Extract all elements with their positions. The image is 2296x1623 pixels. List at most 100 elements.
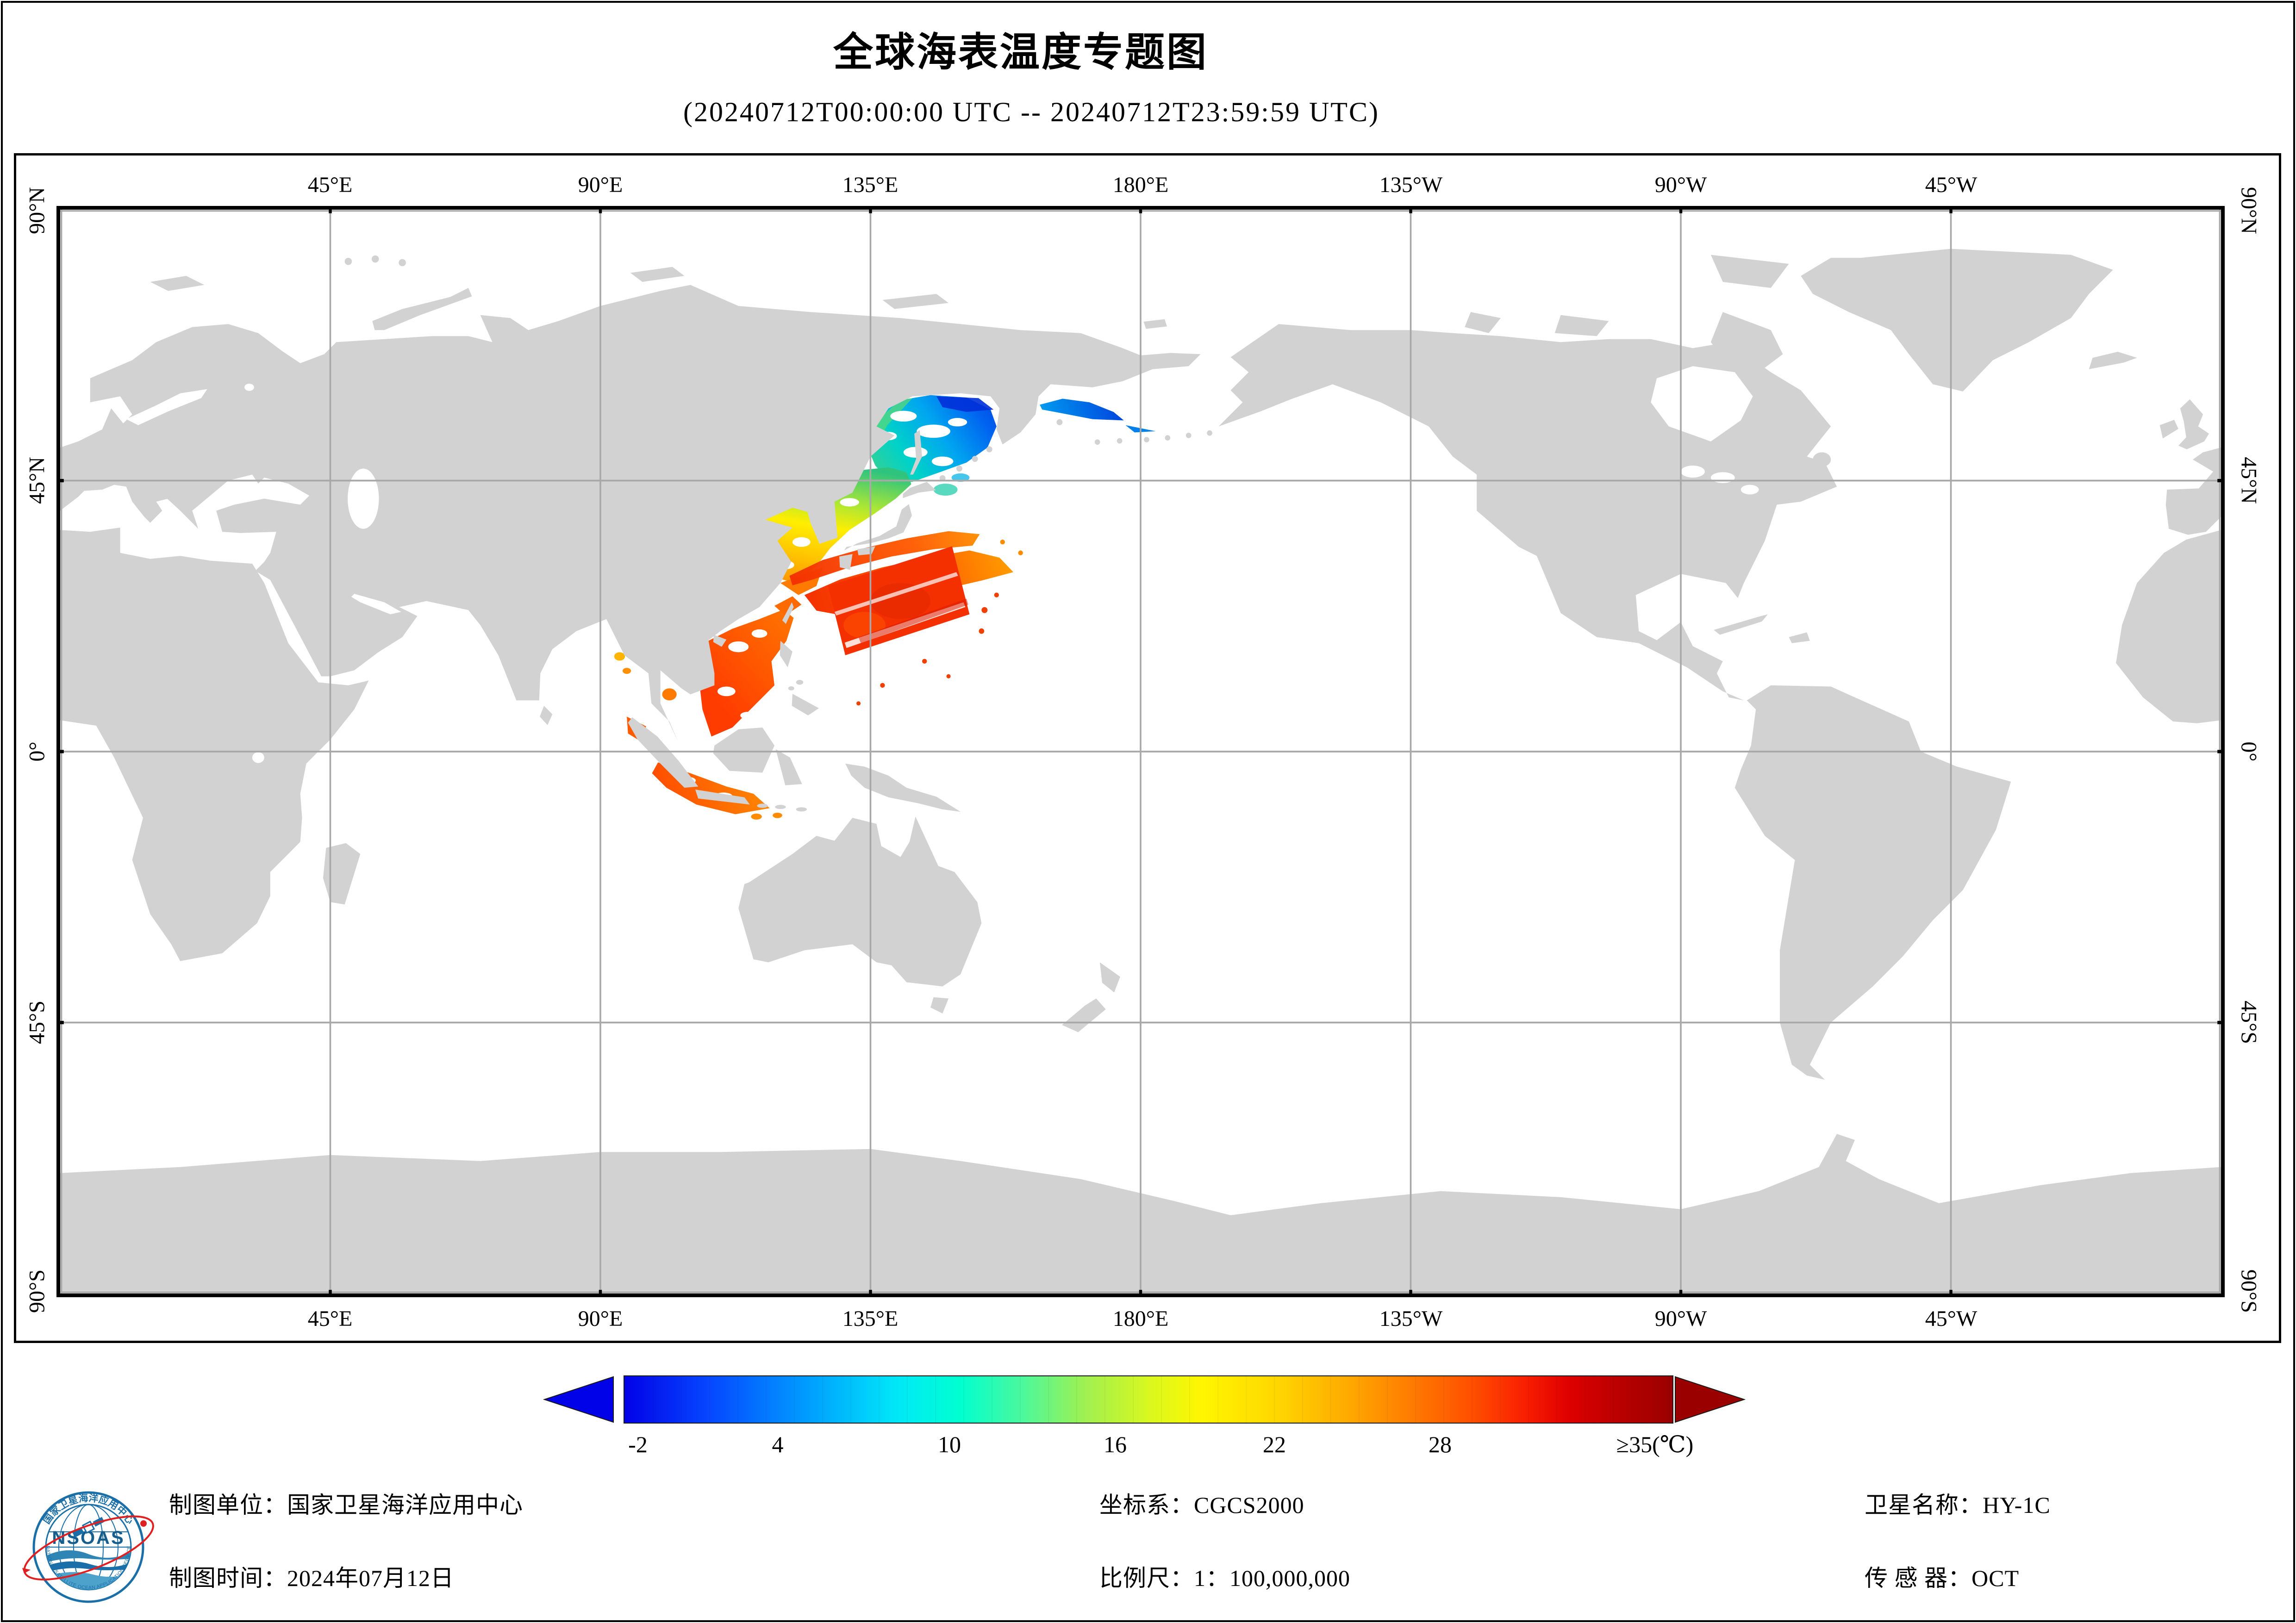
- land-sulawesi: [775, 749, 802, 785]
- land-south-america: [1734, 685, 2011, 1080]
- land-svalbard: [150, 276, 205, 291]
- colorbar-max-label: ≥35(℃): [1616, 1431, 1694, 1457]
- axis-label-bottom-135w: 135°W: [1379, 1306, 1443, 1331]
- nsoas-logo: NSOAS 国家卫星海洋应用中心 NATIONAL SATELLITE OCEA…: [22, 1491, 154, 1603]
- axis-label-top-180e: 180°E: [1112, 173, 1169, 197]
- land-africa-west: [2116, 530, 2221, 723]
- axis-label-top-90e: 90°E: [578, 173, 623, 197]
- footer-mapping-time: 制图时间：2024年07月12日: [169, 1565, 454, 1591]
- axis-label-bottom-135e: 135°E: [842, 1306, 898, 1331]
- footer-scale: 比例尺：1：100,000,000: [1099, 1565, 1350, 1591]
- land-newfoundland: [1813, 452, 1831, 467]
- colorbar-right-arrow: [1675, 1376, 1746, 1423]
- axis-label-right-90s: 90°S: [2236, 1269, 2261, 1313]
- land-new-guinea: [845, 764, 961, 812]
- axis-label-top-45w: 45°W: [1925, 173, 1978, 197]
- colorbar-tick-10: 10: [938, 1431, 961, 1457]
- colorbar-tick--2: -2: [628, 1431, 648, 1457]
- swath-taiwan-strait: [774, 596, 802, 616]
- land-eurasia: [60, 285, 1201, 743]
- axis-label-left-90s: 90°S: [25, 1269, 50, 1313]
- axis-label-top-135e: 135°E: [842, 173, 898, 197]
- great-lake-1: [1681, 465, 1705, 478]
- axis-label-bottom-90e: 90°E: [578, 1306, 623, 1331]
- land-britain: [2178, 399, 2209, 449]
- lake-ladoga: [244, 384, 254, 391]
- colorbar-tick-4: 4: [772, 1431, 784, 1457]
- axis-label-top-90w: 90°W: [1654, 173, 1707, 197]
- axis-label-bottom-45w: 45°W: [1925, 1306, 1978, 1331]
- swath-okhotsk-deepblue: [936, 396, 994, 412]
- great-lake-3: [1741, 485, 1759, 495]
- map-outer-box: [14, 153, 2281, 1343]
- map-frame: [56, 206, 2225, 1297]
- graticule: [60, 210, 2221, 1293]
- land-baffin: [1710, 312, 1783, 373]
- frame-ticks: [60, 210, 2221, 1293]
- colorbar-tick-22: 22: [1263, 1431, 1286, 1457]
- swath-bering-fan: [1040, 398, 1124, 421]
- axis-label-bottom-45e: 45°E: [307, 1306, 353, 1331]
- lake-victoria: [252, 752, 264, 763]
- land-sakhalin: [910, 430, 923, 475]
- land-ireland: [2159, 420, 2178, 439]
- land-australia: [738, 816, 982, 987]
- axis-label-right-90n: 90°N: [2236, 187, 2261, 234]
- land-iberia-france: [2165, 447, 2221, 535]
- land-sri-lanka: [540, 706, 553, 725]
- colorbar-gradient: [624, 1375, 1673, 1424]
- land-greenland: [1801, 249, 2113, 392]
- land-honshu: [844, 504, 912, 551]
- land-hokkaido: [903, 482, 936, 498]
- land-taiwan: [782, 602, 794, 624]
- axis-label-left-45n: 45°N: [25, 457, 50, 504]
- land-sumatra: [628, 717, 699, 788]
- logo-wave-2: [46, 1561, 131, 1573]
- land-hainan: [713, 634, 727, 647]
- axis-label-top-45e: 45°E: [307, 173, 353, 197]
- axis-label-bottom-90w: 90°W: [1654, 1306, 1707, 1331]
- land-borneo: [713, 727, 775, 773]
- colorbar-left-arrow: [543, 1376, 614, 1423]
- land-mindanao: [792, 694, 819, 715]
- land-tasmania: [930, 997, 949, 1014]
- colorbar-tick-28: 28: [1429, 1431, 1452, 1457]
- logo-wave-1: [46, 1550, 131, 1562]
- land-victoria: [1554, 315, 1609, 336]
- land-novaya-zemlya: [372, 288, 472, 330]
- inland-water: [126, 366, 1759, 763]
- land-iceland: [2089, 352, 2137, 369]
- logo-orbit: [22, 1515, 154, 1581]
- land-java: [695, 789, 750, 805]
- colorbar-tick-16: 16: [1104, 1431, 1127, 1457]
- land-cuba: [1714, 614, 1768, 635]
- axis-label-bottom-180e: 180°E: [1112, 1306, 1169, 1331]
- page-title: 全球海表温度专题图: [833, 30, 1208, 75]
- footer-coordinate-system: 坐标系：CGCS2000: [1099, 1492, 1304, 1518]
- axis-label-right-45n: 45°N: [2236, 457, 2261, 504]
- swath-kuroshio-band1: [789, 531, 980, 585]
- persian-gulf: [351, 594, 401, 615]
- land-new-siberian: [882, 294, 949, 309]
- land-luzon: [780, 640, 792, 667]
- land-nz-north: [1099, 962, 1120, 993]
- footer-satellite: 卫星名称：HY-1C: [1865, 1492, 2051, 1518]
- world-sst-map: [60, 210, 2221, 1293]
- land-nz-south: [1062, 998, 1106, 1032]
- axis-label-right-45s: 45°S: [2236, 1001, 2261, 1044]
- land-madagascar: [323, 843, 361, 905]
- axis-label-left-0: 0°: [25, 741, 50, 762]
- time-range-subtitle: (20240712T00:00:00 UTC -- 20240712T23:59…: [683, 97, 1379, 127]
- footer-sensor: 传 感 器：OCT: [1865, 1565, 2019, 1591]
- axis-label-left-45s: 45°S: [25, 1001, 50, 1044]
- land-ellesmere: [1710, 255, 1789, 288]
- land-wrangel: [1143, 319, 1167, 329]
- axis-label-left-90n: 90°N: [25, 187, 50, 234]
- axis-label-right-0: 0°: [2236, 741, 2261, 762]
- land-africa-east: [60, 527, 369, 961]
- hudson-bay: [1651, 366, 1753, 442]
- land-kyushu: [839, 554, 853, 570]
- logo-satellite-icon: [72, 1517, 105, 1538]
- baltic-sea: [126, 389, 207, 425]
